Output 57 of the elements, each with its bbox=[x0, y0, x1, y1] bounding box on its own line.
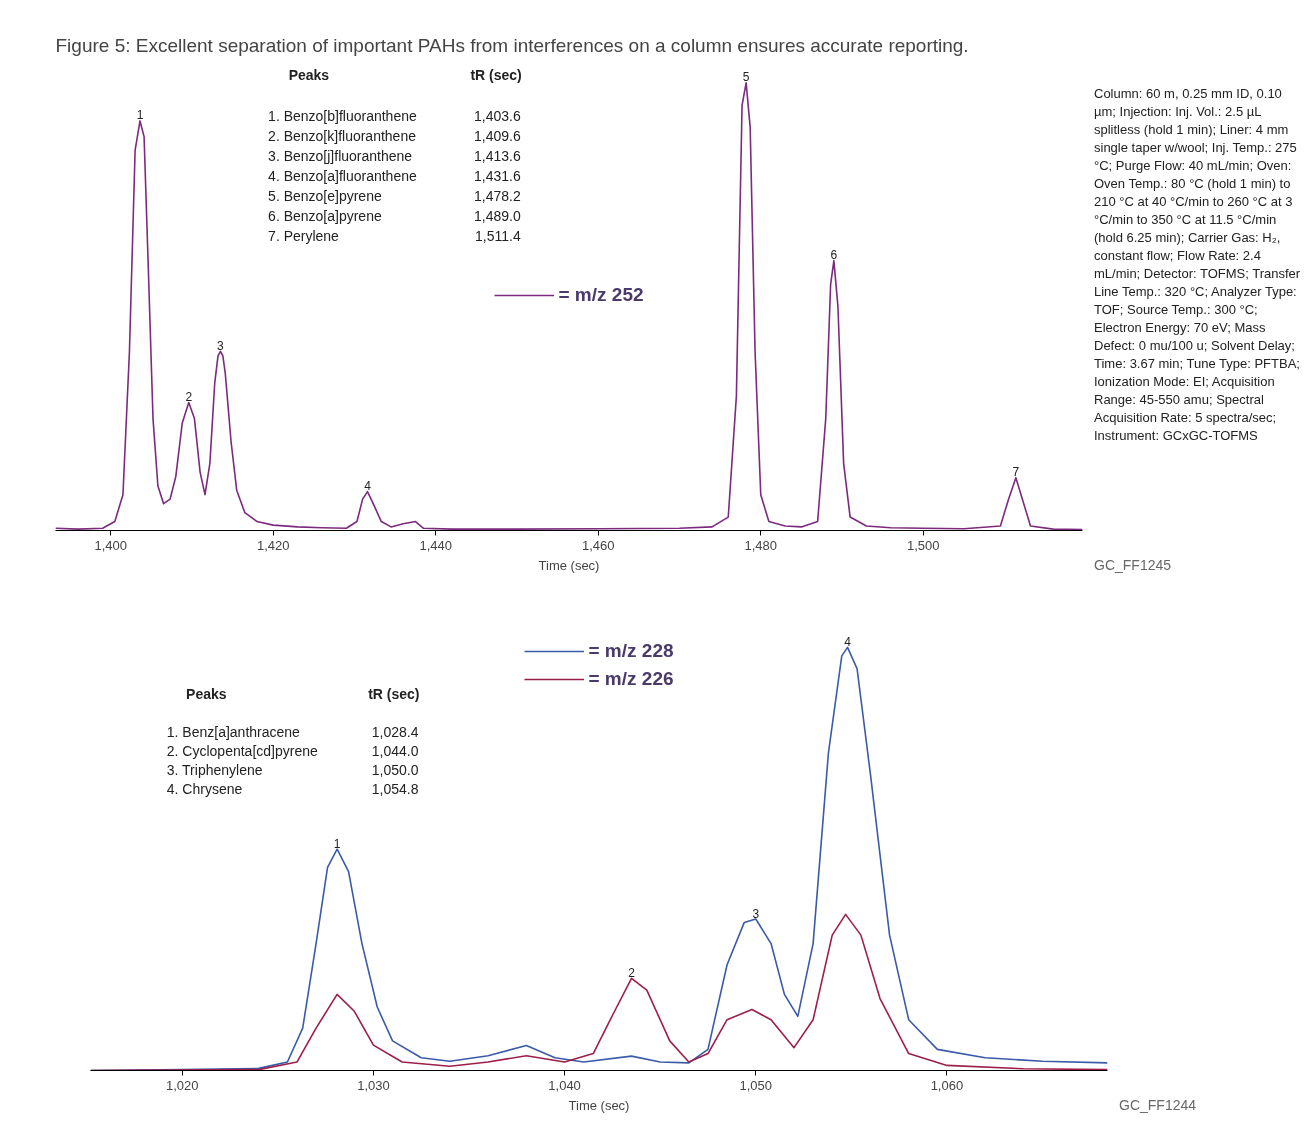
annotation: 1,028.4 bbox=[371, 724, 419, 741]
x-tick-label: 1,480 bbox=[744, 537, 778, 553]
annotation: 7 bbox=[1012, 465, 1020, 480]
annotation: 1. Benzo[b]fluoranthene bbox=[268, 108, 417, 124]
annotation: 5. Benzo[e]pyrene bbox=[268, 187, 382, 204]
annotation: 4. Benzo[a]fluoranthene bbox=[268, 167, 417, 184]
legend-label: = m/z 252 bbox=[558, 284, 644, 306]
annotation: 1,478.2 bbox=[474, 187, 521, 204]
annotation: 3 bbox=[217, 338, 225, 353]
chart-title: Figure 5: Excellent separation of important PAHs from interferences on a column ensures accurate reporting. bbox=[55, 34, 969, 56]
x-axis-title: Time (sec) bbox=[538, 557, 600, 573]
text: GC_FF1244 bbox=[1119, 1096, 1197, 1115]
annotation: 6. Benzo[a]pyrene bbox=[268, 207, 382, 224]
annotation: 1,054.8 bbox=[371, 781, 419, 798]
legend-label: = m/z 226 bbox=[588, 668, 674, 690]
x-tick-label: 1,020 bbox=[165, 1077, 199, 1093]
text: GC_FF1245 bbox=[1094, 556, 1172, 575]
annotation: 1 bbox=[136, 108, 144, 123]
annotation: 6 bbox=[830, 248, 838, 263]
annotation: 2 bbox=[185, 389, 193, 404]
x-tick-label: 1,500 bbox=[906, 537, 940, 553]
x-tick-label: 1,050 bbox=[739, 1077, 773, 1093]
annotation: 2 bbox=[628, 965, 636, 980]
x-tick-label: 1,460 bbox=[581, 537, 615, 553]
annotation: Peaks bbox=[186, 685, 227, 702]
annotation: 1 bbox=[333, 836, 341, 851]
annotation: 4. Chrysene bbox=[166, 781, 243, 798]
annotation: 3. Triphenylene bbox=[166, 762, 263, 779]
x-axis-title: Time (sec) bbox=[568, 1097, 630, 1113]
annotation: 1,044.0 bbox=[371, 743, 419, 760]
annotation: 1,050.0 bbox=[371, 762, 419, 779]
x-tick-label: 1,040 bbox=[548, 1077, 581, 1093]
annotation: 3. Benzo[j]fluoranthene bbox=[268, 147, 413, 164]
x-tick-label: 1,400 bbox=[94, 537, 128, 553]
annotation: 4 bbox=[364, 479, 372, 494]
annotation: 1,409.6 bbox=[474, 127, 521, 144]
annotation: 1. Benz[a]anthracene bbox=[166, 724, 301, 741]
text: Peaks bbox=[288, 66, 330, 83]
annotation: 1,431.6 bbox=[474, 167, 521, 184]
x-tick-label: 1,420 bbox=[256, 537, 290, 553]
x-tick-label: 1,030 bbox=[357, 1077, 390, 1093]
annotation: 1,413.6 bbox=[474, 147, 521, 164]
text: tR (sec) bbox=[470, 66, 522, 83]
annotation: 1,403.6 bbox=[474, 108, 521, 124]
x-tick-label: 1,060 bbox=[930, 1077, 964, 1093]
annotation: 4 bbox=[844, 634, 852, 649]
annotation: 2. Benzo[k]fluoranthene bbox=[268, 127, 417, 144]
annotation: 2. Cyclopenta[cd]pyrene bbox=[166, 743, 318, 760]
legend-label: = m/z 228 bbox=[588, 640, 674, 662]
annotation: 3 bbox=[752, 906, 760, 921]
annotation: 5 bbox=[742, 70, 750, 85]
annotation: 1,511.4 bbox=[475, 227, 521, 244]
x-tick-label: 1,440 bbox=[419, 537, 453, 553]
annotation: 1,489.0 bbox=[474, 207, 521, 224]
annotation: 7. Perylene bbox=[268, 227, 340, 244]
text: Column: 60 m, 0.25 mm ID, 0.10 µm; Injection: Inj. Vol.: 2.5 µL splitless (hold 1 min); Liner: 4 mm single taper w/wool; Inj. Temp.: 275 °C; Purge Flow: 40 mL/min; Oven: Oven Temp.: 80 °C (hold 1 min) to 210 °C at 40 °C/min to 260 °C at 3 °C/min to 350 °C at 11.5 °C/min (hold 6.25 min); Carrier Gas: H₂, constant flow; Flow Rate: 2.4 mL/min; Detector: TOFMS; Transfer Line Temp.: 320 °C; Analyzer Type: TOF; Source Temp.: 300 °C; Electron Energy: 70 eV; Mass Defect: 0 mu/100 u; Solvent Delay; Time: 3.67 min; Tune Type: PFTBA; Ionization Mode: EI; Acquisition Range: 45-550 amu; Spectral Acquisition Rate: 5 spectra/sec; Instrument: GCxGC-TOFMS bbox=[1094, 86, 1301, 443]
annotation: tR (sec) bbox=[368, 685, 420, 702]
